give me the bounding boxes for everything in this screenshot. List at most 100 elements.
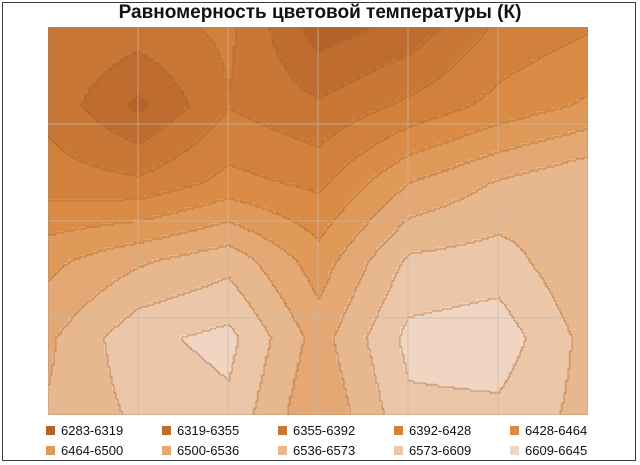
contour-cell	[384, 91, 389, 96]
contour-cell	[264, 127, 269, 132]
contour-cell	[320, 71, 325, 76]
contour-cell	[300, 43, 305, 48]
contour-cell	[432, 163, 437, 168]
contour-cell	[124, 27, 129, 32]
contour-cell	[388, 159, 393, 164]
contour-cell	[356, 107, 361, 112]
contour-cell	[208, 131, 213, 136]
contour-cell	[84, 135, 89, 140]
contour-cell	[108, 119, 113, 124]
contour-cell	[476, 59, 481, 64]
contour-cell	[216, 91, 221, 96]
contour-cell	[364, 35, 369, 40]
contour-cell	[516, 59, 521, 64]
contour-cell	[116, 91, 121, 96]
contour-cell	[148, 83, 153, 88]
contour-cell	[360, 139, 365, 144]
contour-cell	[156, 107, 161, 112]
contour-cell	[424, 95, 429, 100]
contour-cell	[424, 143, 429, 148]
contour-cell	[88, 27, 93, 32]
contour-cell	[264, 131, 269, 136]
contour-cell	[280, 155, 285, 160]
contour-cell	[568, 143, 573, 148]
contour-cell	[328, 75, 333, 80]
contour-cell	[56, 131, 61, 136]
contour-cell	[360, 51, 365, 56]
contour-cell	[80, 59, 85, 64]
contour-cell	[356, 167, 361, 172]
contour-cell	[528, 159, 533, 164]
contour-cell	[448, 171, 453, 176]
contour-cell	[472, 167, 477, 172]
contour-cell	[116, 71, 121, 76]
contour-cell	[204, 67, 209, 72]
contour-cell	[324, 95, 329, 100]
contour-cell	[208, 163, 213, 168]
contour-cell	[356, 139, 361, 144]
contour-cell	[408, 111, 413, 116]
contour-cell	[548, 119, 553, 124]
contour-cell	[572, 139, 577, 144]
contour-cell	[332, 139, 337, 144]
contour-cell	[512, 51, 517, 56]
contour-cell	[208, 143, 213, 148]
contour-cell	[312, 151, 317, 156]
contour-cell	[340, 79, 345, 84]
contour-cell	[456, 71, 461, 76]
contour-cell	[264, 163, 269, 168]
contour-cell	[460, 95, 465, 100]
contour-cell	[212, 87, 217, 92]
contour-cell	[148, 67, 153, 72]
contour-cell	[528, 35, 533, 40]
contour-cell	[584, 67, 588, 72]
contour-cell	[112, 95, 117, 100]
contour-cell	[72, 71, 77, 76]
contour-cell	[420, 107, 425, 112]
contour-cell	[580, 75, 585, 80]
contour-cell	[240, 59, 245, 64]
contour-cell	[188, 47, 193, 52]
contour-cell	[92, 155, 97, 160]
contour-cell	[104, 31, 109, 36]
contour-cell	[248, 127, 253, 132]
contour-cell	[500, 27, 505, 32]
contour-cell	[200, 163, 205, 168]
contour-cell	[148, 71, 153, 76]
contour-cell	[524, 75, 529, 80]
contour-cell	[540, 171, 545, 176]
contour-cell	[264, 83, 269, 88]
contour-cell	[492, 79, 497, 84]
contour-cell	[492, 143, 497, 148]
contour-cell	[184, 59, 189, 64]
contour-cell	[580, 111, 585, 116]
contour-cell	[172, 55, 177, 60]
contour-cell	[176, 63, 181, 68]
contour-cell	[60, 59, 65, 64]
contour-cell	[124, 167, 129, 172]
contour-cell	[524, 119, 529, 124]
contour-cell	[92, 143, 97, 148]
contour-cell	[420, 135, 425, 140]
contour-cell	[280, 35, 285, 40]
contour-cell	[208, 63, 213, 68]
contour-cell	[164, 31, 169, 36]
contour-cell	[388, 83, 393, 88]
contour-cell	[100, 135, 105, 140]
contour-cell	[352, 103, 357, 108]
contour-cell	[468, 139, 473, 144]
contour-cell	[356, 171, 361, 176]
contour-cell	[564, 155, 569, 160]
contour-cell	[244, 43, 249, 48]
contour-cell	[420, 31, 425, 36]
contour-cell	[176, 43, 181, 48]
contour-cell	[304, 75, 309, 80]
contour-cell	[176, 139, 181, 144]
contour-cell	[104, 75, 109, 80]
contour-cell	[556, 79, 561, 84]
contour-cell	[312, 51, 317, 56]
contour-cell	[336, 107, 341, 112]
contour-cell	[160, 171, 165, 176]
contour-cell	[140, 27, 145, 32]
contour-cell	[120, 167, 125, 172]
